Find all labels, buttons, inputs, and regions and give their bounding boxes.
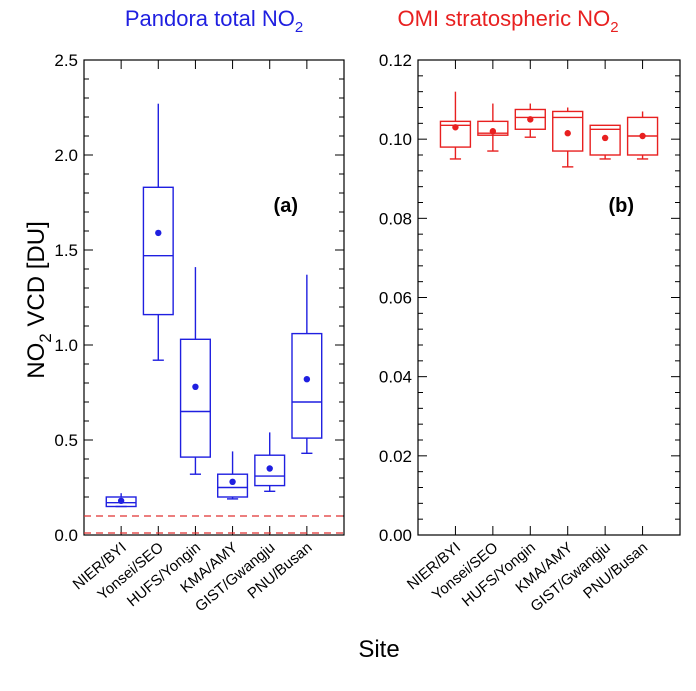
mean-point [452,124,459,131]
box-1 [105,493,137,508]
y-tick-label: 0.0 [54,526,78,545]
box-3 [514,103,546,138]
box-3 [179,267,211,475]
plot-frame [83,59,345,536]
y-axis-label: NO2 VCD [DU] [23,221,55,378]
box-6 [626,111,659,160]
mean-point [527,116,534,123]
mean-point [303,376,311,383]
box-4 [217,451,249,500]
box-5 [254,432,286,492]
iqr-box [254,454,286,487]
iqr-box [105,496,137,508]
y-tick-label: 2.0 [54,146,78,165]
mean-point [489,128,497,135]
box-2 [142,103,174,361]
iqr-box [514,108,546,130]
iqr-box [477,120,509,136]
y-tick-label: 0.04 [379,368,412,387]
y-tick-label: 0.5 [54,431,78,450]
mean-point [229,478,236,485]
mean-point [639,132,646,140]
panel-b-label: (b) [608,195,634,217]
mean-point [192,383,199,390]
box-2 [477,103,509,152]
iqr-box [291,332,323,439]
panel-a-title: Pandora total NO2 [125,6,303,36]
panel-a-label: (a) [274,195,298,217]
box-6 [291,274,323,454]
panel-b-title: OMI stratospheric NO2 [397,6,618,36]
x-axis-label: Site [358,636,399,663]
box-4 [552,107,584,168]
y-tick-label: 0.12 [379,51,412,70]
y-tick-label: 2.5 [54,51,78,70]
y-tick-label: 0.02 [379,447,412,466]
iqr-box [217,473,249,498]
y-tick-label: 0.08 [379,209,412,228]
y-tick-label: 1.0 [54,336,78,355]
y-tick-label: 0.10 [379,130,412,149]
plot-frame [417,59,681,536]
iqr-box [142,186,174,316]
mean-point [117,497,125,504]
mean-point [601,134,609,142]
iqr-box [439,120,472,148]
y-tick-label: 0.06 [379,289,412,308]
box-1 [439,91,472,160]
iqr-box [552,110,584,152]
mean-point [155,229,162,237]
mean-point [266,465,273,472]
y-tick-label: 0.00 [379,526,412,545]
panel-b: OMI stratospheric NO2 (b) 0.00 0.02 0.04 0.… [379,6,681,615]
mean-point [564,130,571,137]
box-5 [589,124,621,160]
panel-a: Pandora total NO2 (a) 0.0 0.5 1.0 1.5 2.0 2.5… [54,6,345,615]
y-tick-label: 1.5 [54,241,78,260]
iqr-box [589,124,621,156]
iqr-box [179,338,211,458]
